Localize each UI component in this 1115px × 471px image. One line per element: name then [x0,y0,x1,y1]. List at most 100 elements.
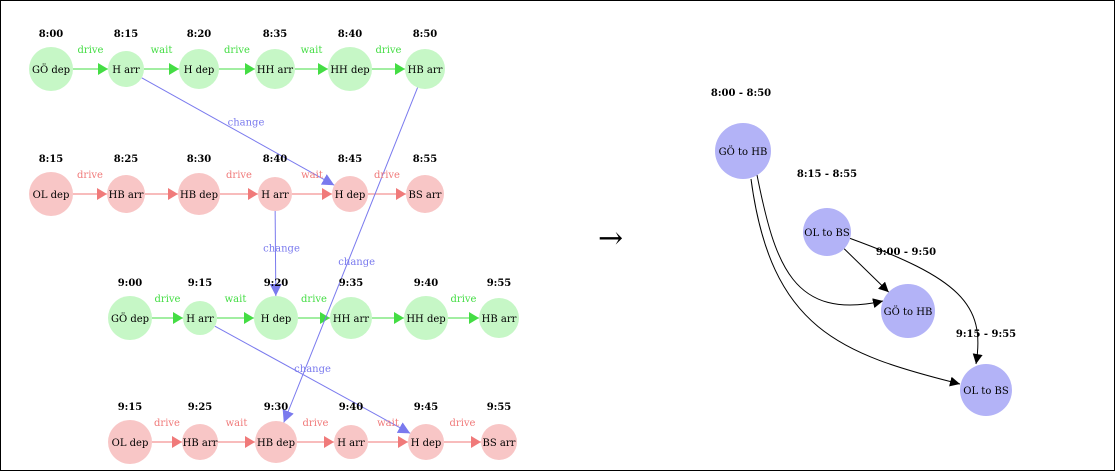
trip-node-3 [960,364,1012,416]
connection-edge [843,248,890,293]
event-node-3-2 [255,421,297,463]
sequence-edge-label: wait [301,170,323,181]
event-node-1-4 [332,176,368,212]
node-layer [29,47,1012,464]
event-node-0-3 [255,49,295,89]
event-node-3-0 [108,420,152,464]
event-node-label: H dep [411,438,442,449]
event-time-label: 9:20 [264,278,289,289]
event-node-label: HH dep [406,314,445,325]
event-node-label: GÖ dep [111,313,149,325]
event-node-3-1 [182,424,218,460]
event-node-label: OL dep [112,438,149,449]
sequence-edge-label: drive [77,170,103,181]
change-edge-label: change [228,118,265,129]
event-node-2-1 [183,301,217,335]
sequence-edge-label: wait [225,294,247,305]
event-node-label: H arr [112,65,140,76]
event-node-label: BS arr [483,438,516,449]
sequence-edge-label: wait [377,418,399,429]
trip-node-label: OL to BS [804,228,850,239]
event-time-label: 8:15 [114,29,139,40]
event-time-label: 9:15 [118,402,143,413]
sequence-edge-label: drive [374,170,400,181]
event-time-label: 8:25 [114,154,139,165]
change-edge-label: change [294,364,331,375]
event-node-label: GÖ dep [32,64,70,76]
connection-edge [756,174,884,309]
sequence-edge-label: drive [450,418,476,429]
event-node-0-2 [179,49,219,89]
sequence-edge-label: drive [224,45,250,56]
change-edge [269,210,282,297]
sequence-edge-label: drive [451,294,477,305]
sequence-edge-label: drive [154,418,180,429]
trip-time-label: 9:00 - 9:50 [876,247,936,258]
trip-node-2 [881,284,935,338]
event-node-2-0 [108,296,152,340]
event-node-label: HB arr [183,438,218,449]
event-node-2-4 [404,296,448,340]
sequence-edge-label: wait [151,45,173,56]
event-node-1-1 [107,175,145,213]
event-node-3-5 [481,424,517,460]
edge-layer [73,63,983,448]
change-edge [141,77,335,186]
event-node-label: HH dep [330,65,369,76]
trip-node-1 [803,208,851,256]
event-node-1-3 [258,177,292,211]
trip-time-label: 9:15 - 9:55 [956,329,1016,340]
event-node-2-5 [479,298,519,338]
event-node-label: H dep [335,190,366,201]
event-node-label: HB arr [109,190,144,201]
change-edge [282,87,419,423]
sequence-edge-label: drive [155,294,181,305]
event-node-0-0 [29,47,73,91]
sequence-edge-label: drive [78,45,104,56]
sequence-edge-label: drive [303,418,329,429]
event-node-label: HB dep [180,190,218,201]
event-node-label: HB arr [482,314,517,325]
event-time-label: 8:40 [338,29,363,40]
event-node-label: HB arr [408,65,443,76]
event-time-label: 8:45 [338,154,363,165]
change-edge-label: change [338,257,375,268]
event-node-3-3 [334,425,368,459]
trip-node-label: GÖ to HB [884,306,933,318]
change-edge [214,325,411,434]
event-node-label: HH arr [333,314,369,325]
event-node-label: HB dep [257,438,295,449]
event-node-label: H arr [337,438,365,449]
connection-edge [750,178,961,387]
event-time-label: 8:35 [263,29,288,40]
event-node-1-5 [406,175,444,213]
trip-node-label: GÖ to HB [719,146,768,158]
event-time-label: 9:40 [414,278,439,289]
event-time-label: 8:00 [39,29,64,40]
event-node-0-5 [405,49,445,89]
event-time-label: 8:50 [413,29,438,40]
event-node-label: OL dep [33,190,70,201]
event-node-2-3 [330,297,372,339]
event-node-label: HH arr [257,65,293,76]
event-time-label: 9:45 [414,402,439,413]
event-node-label: H arr [261,190,289,201]
event-time-label: 9:55 [487,278,512,289]
sequence-edge-label: wait [301,45,323,56]
event-node-2-2 [254,296,298,340]
event-time-label: 9:35 [339,278,364,289]
change-edge-label: change [263,244,300,255]
transition-arrow: → [598,221,623,256]
event-time-label: 8:20 [187,29,212,40]
event-node-label: H arr [186,314,214,325]
event-time-label: 9:30 [264,402,289,413]
trip-time-label: 8:00 - 8:50 [711,88,771,99]
event-time-label: 8:15 [39,154,64,165]
trip-node-0 [715,123,771,179]
event-node-1-0 [29,172,73,216]
event-time-label: 8:55 [413,154,438,165]
event-node-3-4 [408,424,444,460]
sequence-edge-label: drive [226,170,252,181]
